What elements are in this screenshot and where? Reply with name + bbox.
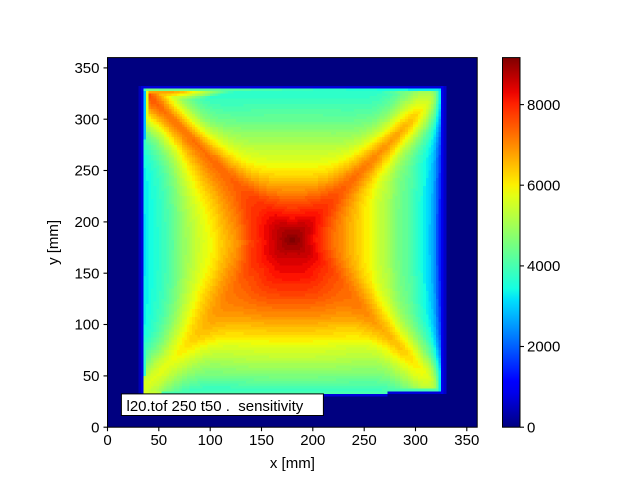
svg-text:300: 300: [74, 111, 99, 128]
svg-text:100: 100: [74, 317, 99, 334]
svg-text:0: 0: [103, 432, 111, 449]
svg-text:150: 150: [74, 265, 99, 282]
svg-text:250: 250: [352, 432, 377, 449]
svg-text:100: 100: [198, 432, 223, 449]
svg-text:8000: 8000: [527, 97, 560, 114]
svg-text:50: 50: [150, 432, 167, 449]
svg-text:150: 150: [249, 432, 274, 449]
svg-text:350: 350: [454, 432, 479, 449]
svg-text:300: 300: [403, 432, 428, 449]
svg-text:6000: 6000: [527, 177, 560, 194]
svg-text:0: 0: [91, 419, 99, 436]
svg-text:4000: 4000: [527, 258, 560, 275]
svg-text:l20.tof 250 t50 . sensitivity: l20.tof 250 t50 . sensitivity: [127, 398, 304, 415]
svg-text:50: 50: [83, 368, 100, 385]
svg-text:200: 200: [300, 432, 325, 449]
svg-text:2000: 2000: [527, 339, 560, 356]
svg-text:x [mm]: x [mm]: [270, 455, 315, 472]
svg-text:0: 0: [527, 419, 535, 436]
svg-text:200: 200: [74, 214, 99, 231]
svg-text:250: 250: [74, 163, 99, 180]
svg-text:y [mm]: y [mm]: [45, 220, 62, 265]
svg-text:350: 350: [74, 60, 99, 77]
